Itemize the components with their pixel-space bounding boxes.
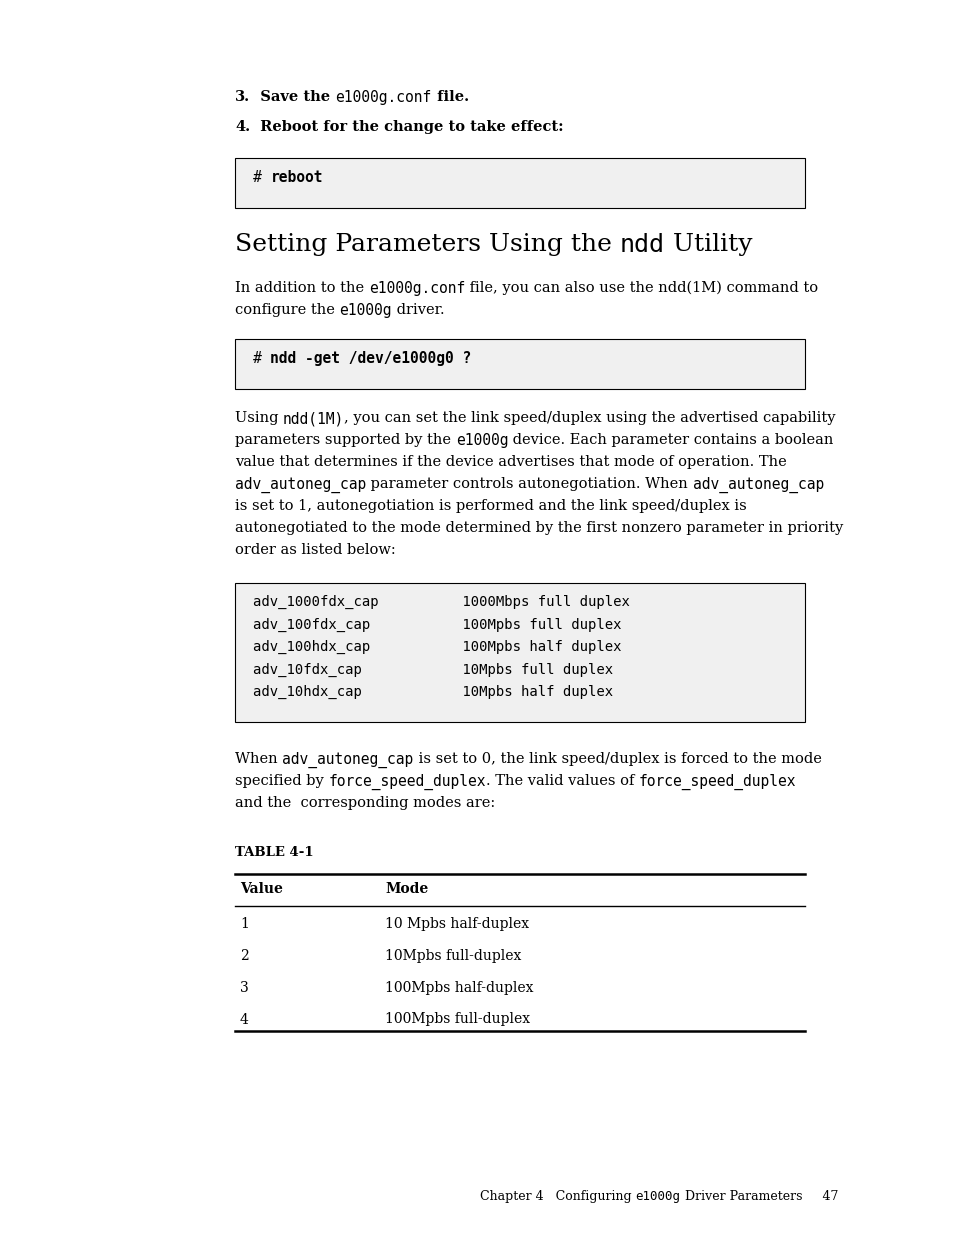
- Text: adv_10hdx_cap            10Mpbs half duplex: adv_10hdx_cap 10Mpbs half duplex: [253, 685, 613, 699]
- Text: #: #: [253, 170, 271, 185]
- Text: Save the: Save the: [250, 90, 335, 104]
- Text: adv_autoneg_cap: adv_autoneg_cap: [234, 477, 366, 493]
- Text: ndd(1M): ndd(1M): [283, 411, 344, 426]
- Text: TABLE 4-1: TABLE 4-1: [234, 846, 314, 858]
- Text: 3: 3: [240, 981, 249, 994]
- Text: adv_1000fdx_cap          1000Mbps full duplex: adv_1000fdx_cap 1000Mbps full duplex: [253, 595, 629, 609]
- Text: parameters supported by the: parameters supported by the: [234, 433, 456, 447]
- Text: ndd -get /dev/e1000g0 ?: ndd -get /dev/e1000g0 ?: [271, 351, 471, 366]
- Text: 100Mpbs full-duplex: 100Mpbs full-duplex: [385, 1013, 530, 1026]
- Text: is set to 1, autonegotiation is performed and the link speed/duplex is: is set to 1, autonegotiation is performe…: [234, 499, 746, 513]
- Text: 4.: 4.: [234, 120, 250, 135]
- Text: order as listed below:: order as listed below:: [234, 543, 395, 557]
- Text: e1000g: e1000g: [339, 303, 392, 317]
- Text: 3.: 3.: [234, 90, 250, 104]
- Bar: [234, 583, 804, 721]
- Text: e1000g.conf: e1000g.conf: [335, 90, 431, 105]
- Bar: [234, 158, 804, 207]
- Text: When: When: [234, 752, 282, 766]
- Text: autonegotiated to the mode determined by the first nonzero parameter in priority: autonegotiated to the mode determined by…: [234, 521, 842, 535]
- Text: file, you can also use the ndd(1M) command to: file, you can also use the ndd(1M) comma…: [464, 282, 818, 295]
- Bar: [234, 338, 804, 389]
- Text: file.: file.: [431, 90, 468, 104]
- Text: parameter controls autonegotiation. When: parameter controls autonegotiation. When: [366, 477, 692, 492]
- Text: 10Mpbs full-duplex: 10Mpbs full-duplex: [385, 948, 521, 962]
- Text: 4: 4: [240, 1013, 249, 1026]
- Text: reboot: reboot: [271, 170, 323, 185]
- Text: force_speed_duplex: force_speed_duplex: [639, 773, 796, 789]
- Text: adv_10fdx_cap            10Mpbs full duplex: adv_10fdx_cap 10Mpbs full duplex: [253, 662, 613, 677]
- Text: 1: 1: [240, 916, 249, 930]
- Text: driver.: driver.: [392, 303, 444, 317]
- Text: . The valid values of: . The valid values of: [485, 773, 639, 788]
- Text: e1000g: e1000g: [635, 1191, 679, 1203]
- Text: Utility: Utility: [664, 233, 752, 256]
- Text: In addition to the: In addition to the: [234, 282, 369, 295]
- Text: value that determines if the device advertises that mode of operation. The: value that determines if the device adve…: [234, 454, 786, 469]
- Text: configure the: configure the: [234, 303, 339, 317]
- Text: e1000g.conf: e1000g.conf: [369, 282, 464, 296]
- Text: adv_100hdx_cap           100Mpbs half duplex: adv_100hdx_cap 100Mpbs half duplex: [253, 640, 620, 655]
- Text: force_speed_duplex: force_speed_duplex: [328, 773, 485, 789]
- Text: Using: Using: [234, 411, 283, 425]
- Text: and the  corresponding modes are:: and the corresponding modes are:: [234, 795, 495, 809]
- Text: e1000g: e1000g: [456, 433, 508, 448]
- Text: ndd: ndd: [619, 233, 664, 257]
- Text: adv_100fdx_cap           100Mpbs full duplex: adv_100fdx_cap 100Mpbs full duplex: [253, 618, 620, 631]
- Text: #: #: [253, 351, 271, 366]
- Text: adv_autoneg_cap: adv_autoneg_cap: [692, 477, 823, 493]
- Text: 100Mpbs half-duplex: 100Mpbs half-duplex: [385, 981, 533, 994]
- Text: , you can set the link speed/duplex using the advertised capability: , you can set the link speed/duplex usin…: [344, 411, 835, 425]
- Text: Setting Parameters Using the: Setting Parameters Using the: [234, 233, 619, 256]
- Text: is set to 0, the link speed/duplex is forced to the mode: is set to 0, the link speed/duplex is fo…: [413, 752, 821, 766]
- Text: Driver Parameters     47: Driver Parameters 47: [679, 1191, 837, 1203]
- Text: Reboot for the change to take effect:: Reboot for the change to take effect:: [250, 120, 563, 135]
- Text: 2: 2: [240, 948, 249, 962]
- Text: Mode: Mode: [385, 882, 428, 895]
- Text: 10 Mpbs half-duplex: 10 Mpbs half-duplex: [385, 916, 529, 930]
- Text: Chapter 4   Configuring: Chapter 4 Configuring: [479, 1191, 635, 1203]
- Text: Value: Value: [240, 882, 283, 895]
- Text: specified by: specified by: [234, 773, 328, 788]
- Text: device. Each parameter contains a boolean: device. Each parameter contains a boolea…: [508, 433, 833, 447]
- Text: adv_autoneg_cap: adv_autoneg_cap: [282, 752, 413, 768]
